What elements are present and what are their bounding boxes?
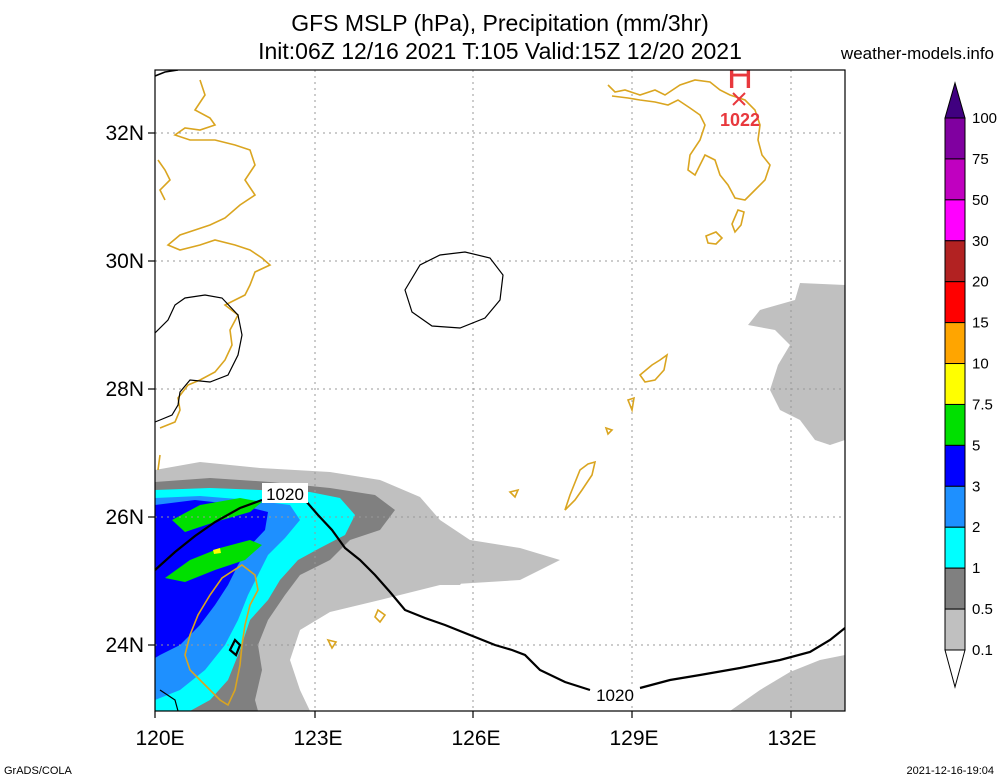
high-pressure-h: H	[727, 55, 753, 96]
precipitation-field	[155, 283, 845, 711]
island-tokunoshima	[626, 396, 636, 413]
closed-contour-central	[404, 251, 504, 329]
island-okinawa	[564, 460, 597, 511]
high-pressure-value: 1022	[720, 110, 760, 130]
lat-label-32n: 32N	[105, 122, 144, 145]
precip-5-band-north	[172, 498, 262, 532]
colorbar-level-label: 2	[972, 519, 980, 536]
colorbar-level-label: 50	[972, 192, 989, 209]
map-subtitle: Init:06Z 12/16 2021 T:105 Valid:15Z 12/2…	[258, 38, 742, 64]
map-title: GFS MSLP (hPa), Precipitation (mm/3hr)	[291, 10, 709, 36]
lat-label-24n: 24N	[105, 634, 144, 657]
colorbar-level-label: 75	[972, 151, 989, 168]
footer-software: GrADS/COLA	[4, 765, 72, 777]
colorbar-top-arrow	[944, 81, 966, 119]
colorbar-level-label: 5	[972, 437, 980, 454]
island-sakishima	[374, 608, 387, 624]
precip-colorbar: 0.1 0.5 1 2 3 5 7.5 10 15 20 30 50 75 100	[944, 81, 997, 689]
colorbar-swatch	[944, 526, 966, 569]
colorbar-level-label: 0.5	[972, 601, 993, 618]
isobar-label-1-text: 1020	[266, 485, 304, 504]
high-center-cross-icon	[732, 92, 746, 106]
footer-timestamp: 2021-12-16-19:04	[906, 765, 994, 777]
colorbar-swatch	[944, 199, 966, 242]
site-credit: weather-models.info	[840, 44, 994, 63]
graticule	[155, 70, 845, 711]
isobar-1020-main	[304, 499, 591, 692]
coastlines	[157, 79, 771, 707]
isobar-top-left	[155, 70, 179, 77]
map-frame	[154, 69, 846, 712]
colorbar-swatch	[944, 567, 966, 610]
colorbar-swatch	[944, 158, 966, 201]
colorbar-level-label: 20	[972, 274, 989, 291]
isobar-label-2: 1020	[592, 684, 638, 705]
isobar-label-2-text: 1020	[596, 686, 634, 705]
colorbar-level-label: 10	[972, 356, 989, 373]
colorbar-swatch	[944, 281, 966, 324]
contour-west-coast	[155, 294, 243, 423]
lon-label-123e: 123E	[293, 727, 342, 750]
china-coast	[159, 79, 272, 429]
colorbar-swatch	[944, 363, 966, 405]
lat-label-26n: 26N	[105, 506, 144, 529]
precip-0-1-east	[748, 283, 845, 445]
island-tanegashima	[731, 209, 745, 234]
colorbar-level-label: 3	[972, 478, 980, 495]
isobar-taiwan-contour	[228, 638, 242, 657]
colorbar-level-label: 7.5	[972, 396, 993, 413]
lon-label-129e: 129E	[609, 727, 658, 750]
colorbar-level-label: 1	[972, 560, 980, 577]
lat-label-28n: 28N	[105, 378, 144, 401]
island-yakushima	[705, 231, 724, 245]
colorbar-swatch	[944, 444, 966, 487]
precip-5-band-south	[165, 540, 262, 582]
lon-label-132e: 132E	[767, 727, 816, 750]
colorbar-swatch	[944, 608, 966, 651]
isobar-1020-west	[155, 498, 263, 571]
thin-contours	[155, 251, 504, 423]
lon-label-126e: 126E	[451, 727, 500, 750]
isobar-label-1: 1020	[262, 483, 308, 504]
colorbar-level-label: 0.1	[972, 642, 993, 659]
isobars	[155, 70, 845, 692]
precip-0-1-spot	[405, 565, 470, 585]
taiwan-coast	[184, 564, 259, 707]
colorbar-level-label: 30	[972, 233, 989, 250]
colorbar-level-label: 15	[972, 315, 989, 332]
colorbar-swatch	[944, 403, 966, 446]
precip-0-1-se	[730, 655, 845, 711]
kyushu-coast	[607, 79, 771, 201]
island-kume	[508, 488, 520, 499]
precip-3-area	[155, 500, 268, 658]
lon-label-120e: 120E	[135, 727, 184, 750]
colorbar-swatch	[944, 322, 966, 365]
isobar-1020-east	[639, 627, 845, 690]
colorbar-swatch	[944, 240, 966, 283]
colorbar-swatch	[944, 485, 966, 528]
precip-7-5-dot	[213, 548, 221, 554]
island-amami	[638, 353, 669, 383]
axis-ticks	[148, 132, 792, 718]
colorbar-bottom-arrow	[944, 649, 966, 689]
high-pressure-center: H 1022	[720, 55, 760, 130]
lat-label-30n: 30N	[105, 250, 144, 273]
colorbar-level-label: 100	[972, 110, 997, 127]
colorbar-swatch	[944, 117, 966, 160]
